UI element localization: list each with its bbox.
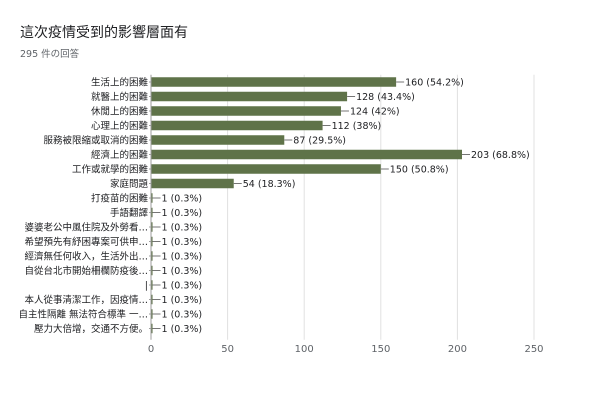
bar [151,280,153,290]
bar [151,236,153,247]
value-label: 1 (0.3%) [162,194,203,205]
value-label: 112 (38%) [332,121,382,132]
category-label: 壓力大倍增，交通不方便。 [34,323,148,335]
bar [151,309,153,319]
bar [151,222,153,232]
value-label: 1 (0.3%) [162,281,203,292]
bar [151,135,285,145]
category-label: 家庭問題 [110,178,149,190]
value-label: 87 (29.5%) [293,136,346,147]
bar [151,323,153,334]
value-label: 160 (54.2%) [405,78,464,89]
category-label: 自主性隔離 無法符合標準 一… [18,309,148,321]
category-label: 經濟無任何收入，生活外出… [24,251,148,263]
category-label: 希望預先有紓困專案可供申… [24,236,148,248]
bar [151,164,381,174]
category-label: 生活上的困難 [91,77,149,89]
category-label: 服務被限縮或取消的困難 [43,135,148,147]
x-tick-label: 250 [524,344,543,355]
x-tick-label: 200 [448,344,467,355]
category-label: 婆婆老公中風住院及外勞看… [24,222,148,234]
value-label: 150 (50.8%) [390,165,449,176]
bar [151,193,153,203]
x-tick-label: 50 [221,344,234,355]
x-tick-label: 100 [295,344,314,355]
x-tick-label: 150 [371,344,390,355]
value-label: 54 (18.3%) [243,179,296,190]
value-label: 1 (0.3%) [162,295,203,306]
value-label: 1 (0.3%) [162,208,203,219]
category-label: 休閒上的困難 [91,106,149,118]
bar [151,265,153,276]
value-label: 124 (42%) [350,107,400,118]
value-label: 1 (0.3%) [162,237,203,248]
value-label: 1 (0.3%) [162,324,203,335]
chart-title: 這次疫情受到的影響層面有 [20,25,188,41]
bar [151,251,153,261]
category-label: 就醫上的困難 [91,91,149,103]
category-label: | [145,281,148,292]
category-label: 打疫苗的困難 [91,193,149,205]
bar [151,91,348,102]
bar [151,149,462,160]
category-label: 心理上的困難 [91,120,149,132]
value-label: 1 (0.3%) [162,310,203,321]
category-label: 自從台北市開始柵欄防疫後… [24,265,148,277]
bar [151,178,234,189]
bar [151,207,153,218]
response-count: 295 件の回答 [20,49,80,60]
value-label: 203 (68.8%) [471,150,530,161]
category-label: 手語翻譯 [110,207,149,219]
bar [151,294,153,305]
category-label: 工作或就學的困難 [72,164,149,176]
bar [151,120,323,131]
value-label: 1 (0.3%) [162,223,203,234]
value-label: 128 (43.4%) [356,92,415,103]
category-label: 經濟上的困難 [91,149,149,161]
category-label: 本人從事清潔工作，因疫情… [24,294,148,306]
x-tick-label: 0 [148,344,154,355]
value-label: 1 (0.3%) [162,252,203,263]
value-label: 1 (0.3%) [162,266,203,277]
bar [151,77,397,87]
bar [151,106,341,116]
